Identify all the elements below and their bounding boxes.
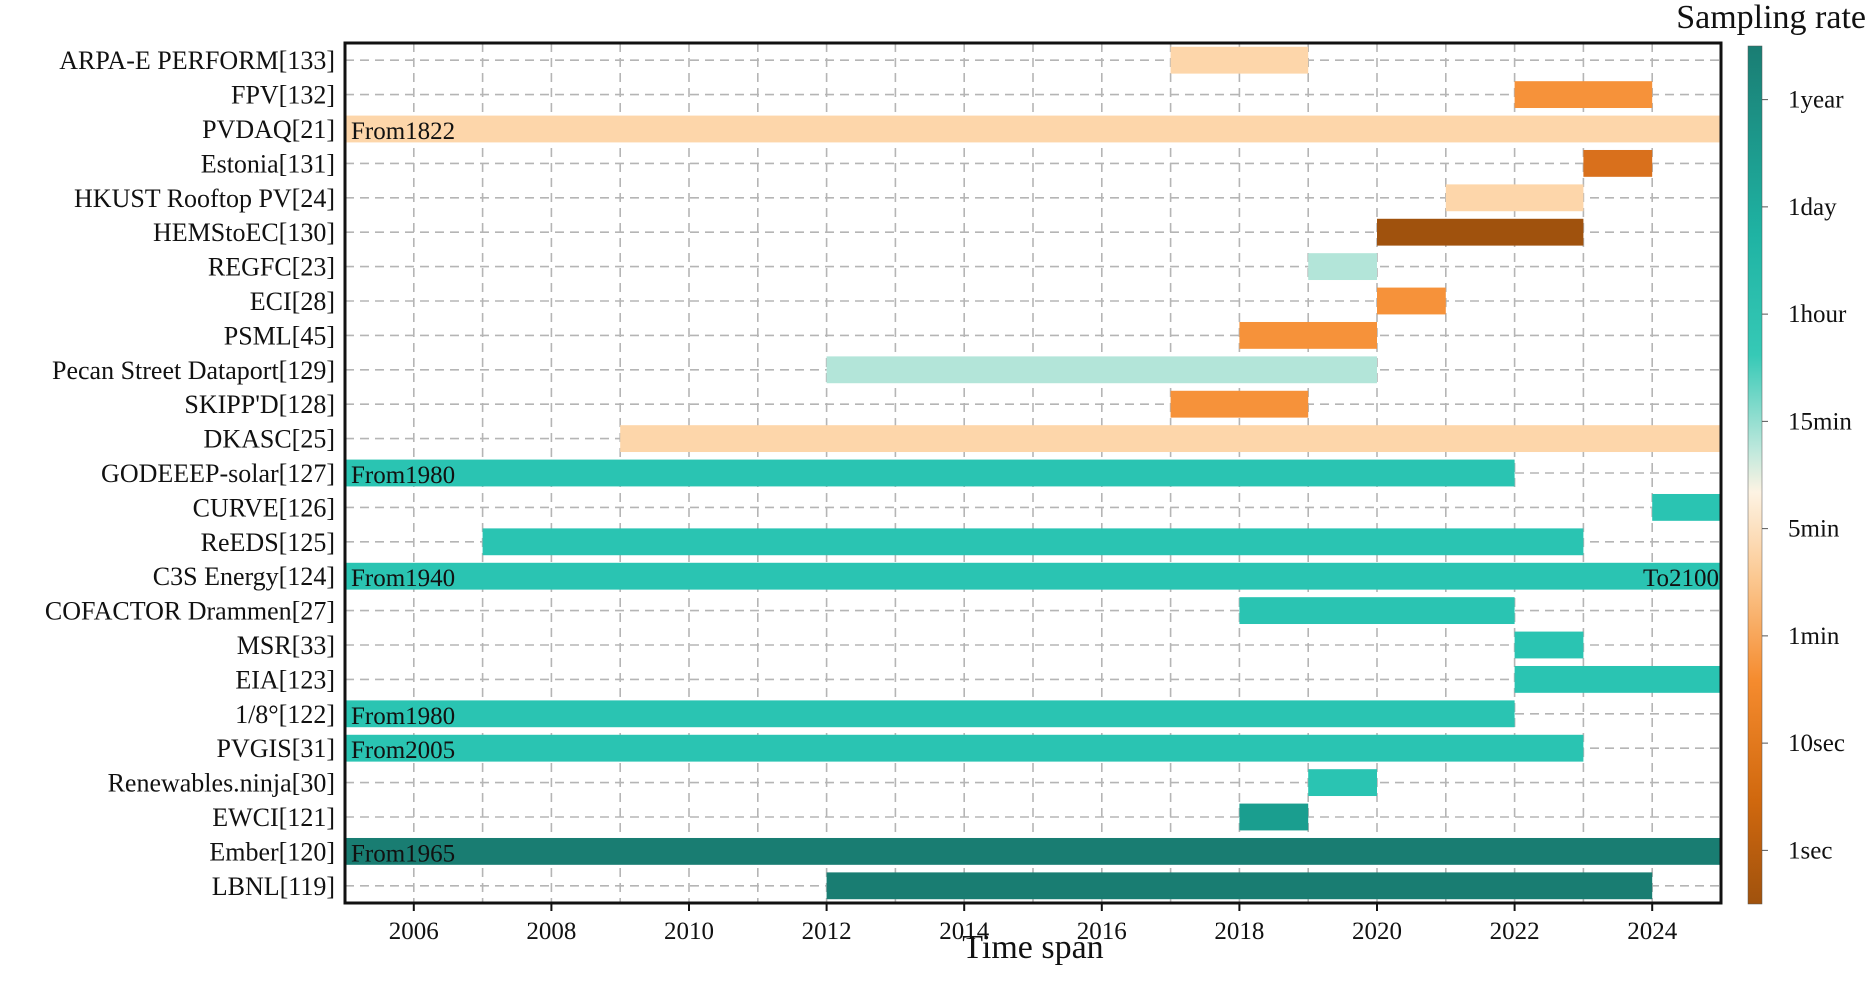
timeline-bar (345, 734, 1584, 762)
x-tick-label: 2010 (664, 918, 714, 945)
row-label: 1/8°[122] (235, 700, 335, 729)
colorbar-tick-label: 1sec (1788, 837, 1832, 864)
row-label: LBNL[119] (212, 872, 335, 901)
row-label: PVGIS[31] (217, 734, 335, 763)
timeline-bar (345, 700, 1515, 728)
timeline-bar (1239, 597, 1515, 625)
row-label: SKIPP'D[128] (184, 390, 335, 419)
bars: From1822 From1980 From1940 To2100 From1980 Fr… (345, 46, 1722, 900)
timeline-bar (345, 837, 1721, 865)
colorbar-tick-label: 1day (1788, 194, 1837, 221)
colorbar-gradient (1747, 45, 1763, 905)
row-label: HEMStoEC[130] (153, 218, 335, 247)
row-label: Ember[120] (209, 837, 335, 866)
row-label: REGFC[23] (208, 253, 335, 282)
timeline-bar (1652, 493, 1721, 521)
colorbar-tick-label: 10sec (1788, 730, 1845, 757)
row-label: Pecan Street Dataport[129] (52, 356, 335, 385)
row-label: PSML[45] (224, 321, 335, 350)
row-label: C3S Energy[124] (153, 562, 335, 591)
bar-end-label: To2100 (1643, 565, 1719, 592)
row-label: Estonia[131] (201, 149, 335, 178)
timeline-bar (1239, 321, 1377, 349)
x-tick-label: 2008 (526, 918, 576, 945)
bar-start-label: From1980 (351, 462, 455, 489)
x-tick-label: 2022 (1490, 918, 1540, 945)
x-tick-label: 2012 (802, 918, 852, 945)
row-label: ReEDS[125] (201, 528, 335, 557)
timeline-bar (1445, 184, 1584, 212)
bar-start-label: From1940 (351, 565, 455, 592)
row-labels: ARPA-E PERFORM[133] FPV[132] PVDAQ[21] Esto… (45, 46, 335, 901)
row-label: DKASC[25] (204, 425, 335, 454)
x-tick-label: 2020 (1352, 918, 1402, 945)
timeline-bar (1514, 665, 1721, 693)
x-tick-label: 2018 (1214, 918, 1264, 945)
row-label: EIA[123] (235, 665, 335, 694)
timeline-bar (620, 425, 1722, 453)
bar-start-label: From2005 (351, 737, 455, 764)
x-tick-label: 2016 (1077, 918, 1127, 945)
colorbar-tick-label: 1year (1788, 87, 1844, 114)
x-tick-label: 2006 (389, 918, 439, 945)
timeline-bar (1583, 149, 1653, 177)
timeline-bar (345, 459, 1515, 487)
row-label: COFACTOR Drammen[27] (45, 597, 335, 626)
row-label: Renewables.ninja[30] (108, 769, 335, 798)
x-tick-label: 2014 (939, 918, 990, 945)
colorbar-title: Sampling rate (1676, 0, 1866, 36)
row-label: ECI[28] (250, 287, 335, 316)
colorbar: Sampling rate 1year 1day 1hour 15min 5min 1mi… (1676, 0, 1866, 905)
timeline-bar (826, 872, 1653, 900)
timeline-bar (1377, 287, 1446, 315)
bar-start-label: From1965 (351, 840, 455, 867)
timeline-bar (1239, 803, 1309, 831)
colorbar-tick-label: 1hour (1788, 301, 1847, 328)
timeline-bar (482, 528, 1584, 556)
colorbar-tick-label: 5min (1788, 516, 1840, 543)
timeline-bar (1170, 46, 1309, 74)
timeline-bar (1308, 253, 1377, 281)
colorbar-tick-label: 15min (1788, 408, 1852, 435)
bar-start-label: From1822 (351, 118, 455, 145)
row-label: GODEEEP-solar[127] (101, 459, 335, 488)
x-tick-label: 2024 (1627, 918, 1678, 945)
timeline-bar (1514, 81, 1653, 109)
timeline-bar (345, 562, 1721, 590)
row-label: EWCI[121] (212, 803, 335, 832)
x-axis-title: Time span (962, 929, 1103, 966)
row-label: ARPA-E PERFORM[133] (59, 46, 335, 75)
timeline-bar (1377, 218, 1584, 246)
colorbar-tick-label: 1min (1788, 623, 1840, 650)
timeline-bar (1170, 390, 1309, 418)
timeline-bar (345, 115, 1721, 143)
timeline-bar (826, 356, 1377, 384)
row-label: HKUST Rooftop PV[24] (74, 184, 335, 213)
row-label: MSR[33] (237, 631, 335, 660)
row-label: FPV[132] (231, 81, 335, 110)
timeline-bar (1308, 769, 1377, 797)
row-label: PVDAQ[21] (202, 115, 335, 144)
bar-start-label: From1980 (351, 703, 455, 730)
plot-frame (343, 41, 1723, 905)
timeline-bar (1514, 631, 1584, 659)
row-label: CURVE[126] (193, 493, 335, 522)
